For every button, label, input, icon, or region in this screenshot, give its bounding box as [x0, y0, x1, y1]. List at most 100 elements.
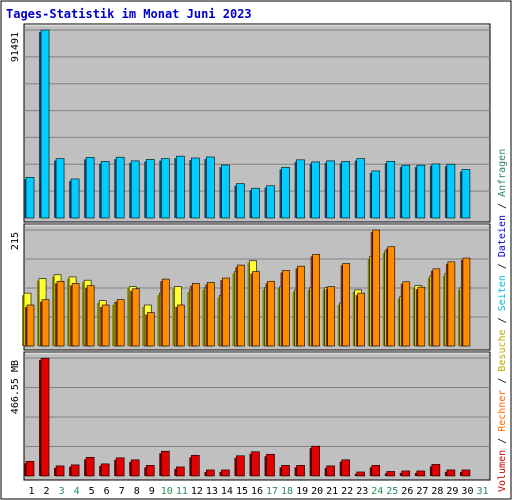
panel-2: 466.55 MB [10, 351, 491, 481]
bar-volumen [416, 470, 426, 477]
bar-rechner [462, 257, 471, 347]
bar-rechner-day-4 [70, 283, 80, 347]
bar-anfragen-day-27 [414, 164, 426, 219]
bar-anfragen-day-3 [54, 158, 65, 219]
x-tick-label: 29 [446, 486, 458, 497]
bar-volumen [85, 456, 95, 477]
x-tick-label: 16 [251, 486, 263, 497]
bar-volumen-day-6 [99, 463, 110, 477]
bar-rechner [327, 286, 335, 347]
panel-1: 215 [10, 223, 491, 351]
bar-anfragen [236, 183, 245, 219]
bar-anfragen-day-28 [429, 163, 441, 219]
bar-rechner [447, 261, 456, 347]
bar-volumen [176, 466, 185, 477]
x-tick-label: 31 [476, 486, 488, 497]
bar-volumen-day-26 [399, 470, 411, 477]
bar-volumen [431, 464, 441, 477]
bar-anfragen [55, 158, 65, 219]
x-tick-label: 13 [206, 486, 218, 497]
chart-panels: 91491 215 466.55 MB [10, 23, 491, 481]
bar-anfragen-day-26 [399, 164, 411, 219]
bar-rechner-day-3 [55, 280, 65, 347]
bar-anfragen-day-15 [234, 183, 245, 219]
bar-anfragen-day-1 [24, 177, 35, 219]
bar-anfragen-day-20 [309, 161, 320, 219]
bar-anfragen [311, 161, 320, 219]
bar-anfragen [25, 177, 35, 219]
bar-anfragen [70, 178, 80, 219]
bar-volumen-day-16 [249, 451, 260, 477]
bar-volumen-day-18 [279, 465, 290, 477]
x-tick-label: 18 [281, 486, 293, 497]
bar-volumen [55, 465, 65, 477]
bar-rechner [86, 285, 95, 347]
bar-anfragen-day-8 [129, 160, 140, 219]
bar-rechner [402, 281, 411, 347]
bar-rechner-day-2 [40, 299, 50, 347]
bar-rechner-day-28 [430, 268, 441, 347]
bar-rechner [387, 246, 396, 347]
bar-volumen-day-5 [84, 456, 95, 477]
bar-volumen [281, 465, 290, 477]
bar-volumen [100, 463, 110, 477]
bar-anfragen [371, 170, 381, 219]
bar-volumen [130, 459, 140, 477]
x-tick-label: 20 [311, 486, 323, 497]
bar-rechner-day-7 [115, 299, 125, 347]
bar-anfragen [401, 164, 411, 219]
bar-anfragen-day-17 [264, 185, 275, 219]
legend-separator: / [497, 432, 508, 450]
bar-rechner-day-18 [280, 270, 290, 347]
bar-anfragen-day-23 [354, 158, 366, 219]
bar-anfragen [281, 167, 290, 219]
chart-title: Tages-Statistik im Monat Juni 2023 [6, 7, 252, 21]
legend-rechner: Rechner [497, 390, 508, 432]
x-tick-label: 22 [341, 486, 353, 497]
bar-volumen-day-3 [54, 465, 65, 477]
bar-anfragen-day-6 [99, 161, 110, 219]
bar-anfragen-day-21 [324, 160, 335, 219]
bar-rechner-day-27 [415, 286, 426, 347]
legend-separator: / [497, 257, 508, 275]
bar-anfragen-day-29 [444, 163, 456, 219]
x-tick-label: 4 [74, 486, 80, 497]
bar-volumen-day-17 [264, 453, 275, 477]
bar-rechner-day-9 [145, 312, 155, 347]
bar-rechner [357, 292, 366, 347]
panel-0: 91491 [10, 23, 491, 223]
x-tick-label: 1 [29, 486, 35, 497]
bar-rechner-day-23 [355, 292, 366, 347]
bar-volumen [115, 457, 125, 477]
bar-volumen-day-24 [369, 465, 381, 477]
bar-volumen [386, 471, 396, 477]
bar-volumen-day-14 [219, 469, 230, 477]
bar-anfragen-day-30 [459, 169, 471, 219]
bar-rechner [116, 299, 125, 347]
x-tick-label: 26 [401, 486, 413, 497]
bar-rechner [56, 280, 65, 347]
bar-anfragen-day-14 [219, 164, 230, 219]
legend-separator: / [497, 372, 508, 390]
bar-rechner-day-15 [235, 264, 245, 347]
bar-volumen [341, 459, 350, 477]
bar-volumen-day-1 [24, 461, 35, 477]
bar-anfragen [431, 163, 441, 219]
bar-volumen-day-10 [159, 450, 170, 477]
bar-rechner [131, 288, 140, 347]
bar-volumen [70, 464, 80, 477]
bar-rechner [432, 268, 441, 347]
bar-rechner [342, 263, 350, 347]
bar-rechner-day-16 [250, 271, 260, 347]
bar-rechner [267, 280, 275, 347]
bar-rechner-day-24 [370, 229, 381, 347]
x-tick-label: 5 [89, 486, 95, 497]
bar-volumen [446, 469, 456, 477]
bar-rechner-day-12 [190, 283, 200, 347]
bar-volumen [160, 450, 170, 477]
bar-rechner [312, 253, 320, 347]
bar-rechner-day-5 [85, 285, 95, 347]
bar-anfragen [386, 160, 396, 219]
x-tick-label: 30 [461, 486, 473, 497]
